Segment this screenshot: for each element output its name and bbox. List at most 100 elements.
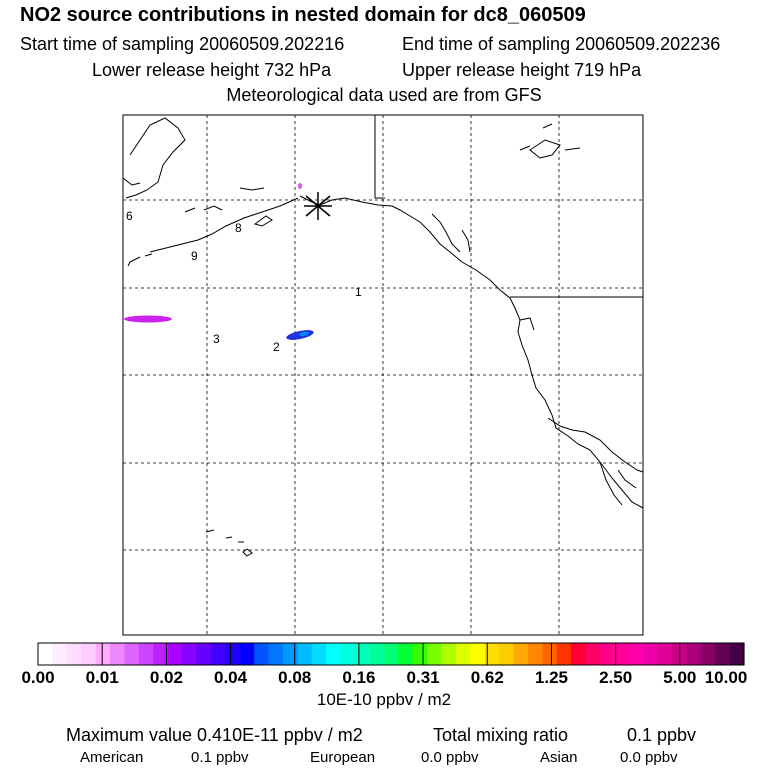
colorbar-swatch: [369, 643, 385, 665]
alaska-coast: [203, 205, 223, 211]
colorbar-swatch: [210, 643, 226, 665]
alaska-canada-border: [374, 115, 385, 199]
colorbar-swatch: [182, 643, 198, 665]
point-labels: 6 8 9 1 3 2: [126, 209, 362, 354]
colorbar-swatch: [571, 643, 587, 665]
colorbar-swatch: [297, 643, 313, 665]
colorbar-frame: [37, 642, 745, 666]
american-label: American: [80, 749, 144, 766]
colorbar-swatch: [138, 643, 154, 665]
colorbar-swatch: [340, 643, 356, 665]
plume-center-core: [299, 331, 309, 337]
colorbar-swatch: [254, 643, 270, 665]
met-data-note: Meteorological data used are from GFS: [226, 85, 542, 105]
european-label: European: [310, 749, 376, 766]
point-label: 1: [355, 285, 362, 299]
colorbar-swatch: [282, 643, 298, 665]
colorbar-swatch: [38, 643, 54, 665]
colorbar-tick-label: 2.50: [599, 668, 633, 687]
colorbar-swatch: [556, 643, 572, 665]
colorbar-swatch: [225, 643, 241, 665]
plume-west: [124, 315, 172, 323]
max-value: Maximum value 0.410E-11 ppbv / m2: [66, 725, 363, 745]
colorbar-swatch: [527, 643, 543, 665]
arctic-island: [519, 145, 531, 151]
colorbar-tick-label: 0.31: [406, 668, 440, 687]
us-mexico-border: [547, 417, 644, 473]
canada-coast: [431, 213, 461, 253]
kodiak-island: [253, 215, 273, 227]
colorbar-swatch: [470, 643, 486, 665]
plume-north: [298, 183, 302, 189]
hawaii-islands: [205, 529, 253, 557]
aleutian-islands: [144, 253, 153, 257]
colorbar-swatch: [614, 643, 630, 665]
colorbar-swatch: [484, 643, 500, 665]
colorbar-swatch: [124, 643, 140, 665]
colorbar-tick-label: 0.08: [278, 668, 312, 687]
colorbar-swatch: [354, 643, 370, 665]
puget-sound: [519, 317, 535, 331]
colorbar: [38, 643, 745, 665]
receptor-star-icon: [304, 192, 332, 220]
start-time: Start time of sampling 20060509.202216: [20, 34, 345, 54]
point-label: 6: [126, 209, 133, 223]
gulf-of-california: [617, 469, 637, 489]
colorbar-swatch: [383, 643, 399, 665]
lower-release-height: Lower release height 732 hPa: [92, 60, 332, 80]
colorbar-swatch: [513, 643, 529, 665]
colorbar-swatch: [643, 643, 659, 665]
aleutian-islands: [127, 256, 141, 267]
colorbar-swatch: [700, 643, 716, 665]
colorbar-swatch: [95, 643, 111, 665]
american-value: 0.1 ppbv: [191, 749, 249, 766]
colorbar-swatch: [81, 643, 97, 665]
colorbar-tick-label: 1.25: [534, 668, 568, 687]
colorbar-tick-label: 10.00: [704, 668, 748, 687]
european-value: 0.0 ppbv: [421, 749, 479, 766]
colorbar-swatch: [326, 643, 342, 665]
colorbar-units: 10E-10 ppbv / m2: [316, 690, 452, 709]
concentration-plumes: [124, 183, 314, 340]
alaska-peninsula: [149, 197, 299, 253]
alaska-coast: [239, 187, 265, 191]
colorbar-tick-label: 0.00: [21, 668, 55, 687]
siberia-coast: [122, 177, 141, 186]
colorbar-swatch: [441, 643, 457, 665]
point-label: 3: [213, 332, 220, 346]
asian-label: Asian: [540, 749, 578, 766]
colorbar-swatch: [268, 643, 284, 665]
colorbar-swatch: [239, 643, 255, 665]
colorbar-tick-label: 0.01: [85, 668, 119, 687]
colorbar-swatch: [110, 643, 126, 665]
arctic-island: [542, 123, 553, 129]
point-label: 8: [235, 221, 242, 235]
colorbar-tick-label: 5.00: [663, 668, 697, 687]
alaska-coast: [184, 207, 196, 213]
colorbar-swatch: [715, 643, 731, 665]
colorbar-swatch: [427, 643, 443, 665]
colorbar-swatch: [412, 643, 428, 665]
colorbar-swatch: [167, 643, 183, 665]
asian-value: 0.0 ppbv: [620, 749, 678, 766]
colorbar-swatch: [729, 643, 745, 665]
chart-title: NO2 source contributions in nested domai…: [20, 4, 586, 26]
total-mixing-label: Total mixing ratio: [433, 725, 569, 745]
arctic-island: [564, 147, 581, 151]
siberia-coast: [125, 117, 186, 199]
colorbar-tick-label: 0.04: [213, 668, 248, 687]
colorbar-swatch: [499, 643, 515, 665]
colorbar-tick-label: 0.62: [470, 668, 504, 687]
colorbar-swatch: [153, 643, 169, 665]
colorbar-swatch: [686, 643, 702, 665]
north-america-coast: [299, 195, 644, 509]
colorbar-swatch: [628, 643, 644, 665]
upper-release-height: Upper release height 719 hPa: [402, 60, 642, 80]
colorbar-swatch: [311, 643, 327, 665]
canada-coast: [461, 229, 471, 253]
total-mixing-value: 0.1 ppbv: [627, 725, 697, 745]
colorbar-swatch: [398, 643, 414, 665]
colorbar-swatch: [66, 643, 82, 665]
colorbar-swatch: [657, 643, 673, 665]
